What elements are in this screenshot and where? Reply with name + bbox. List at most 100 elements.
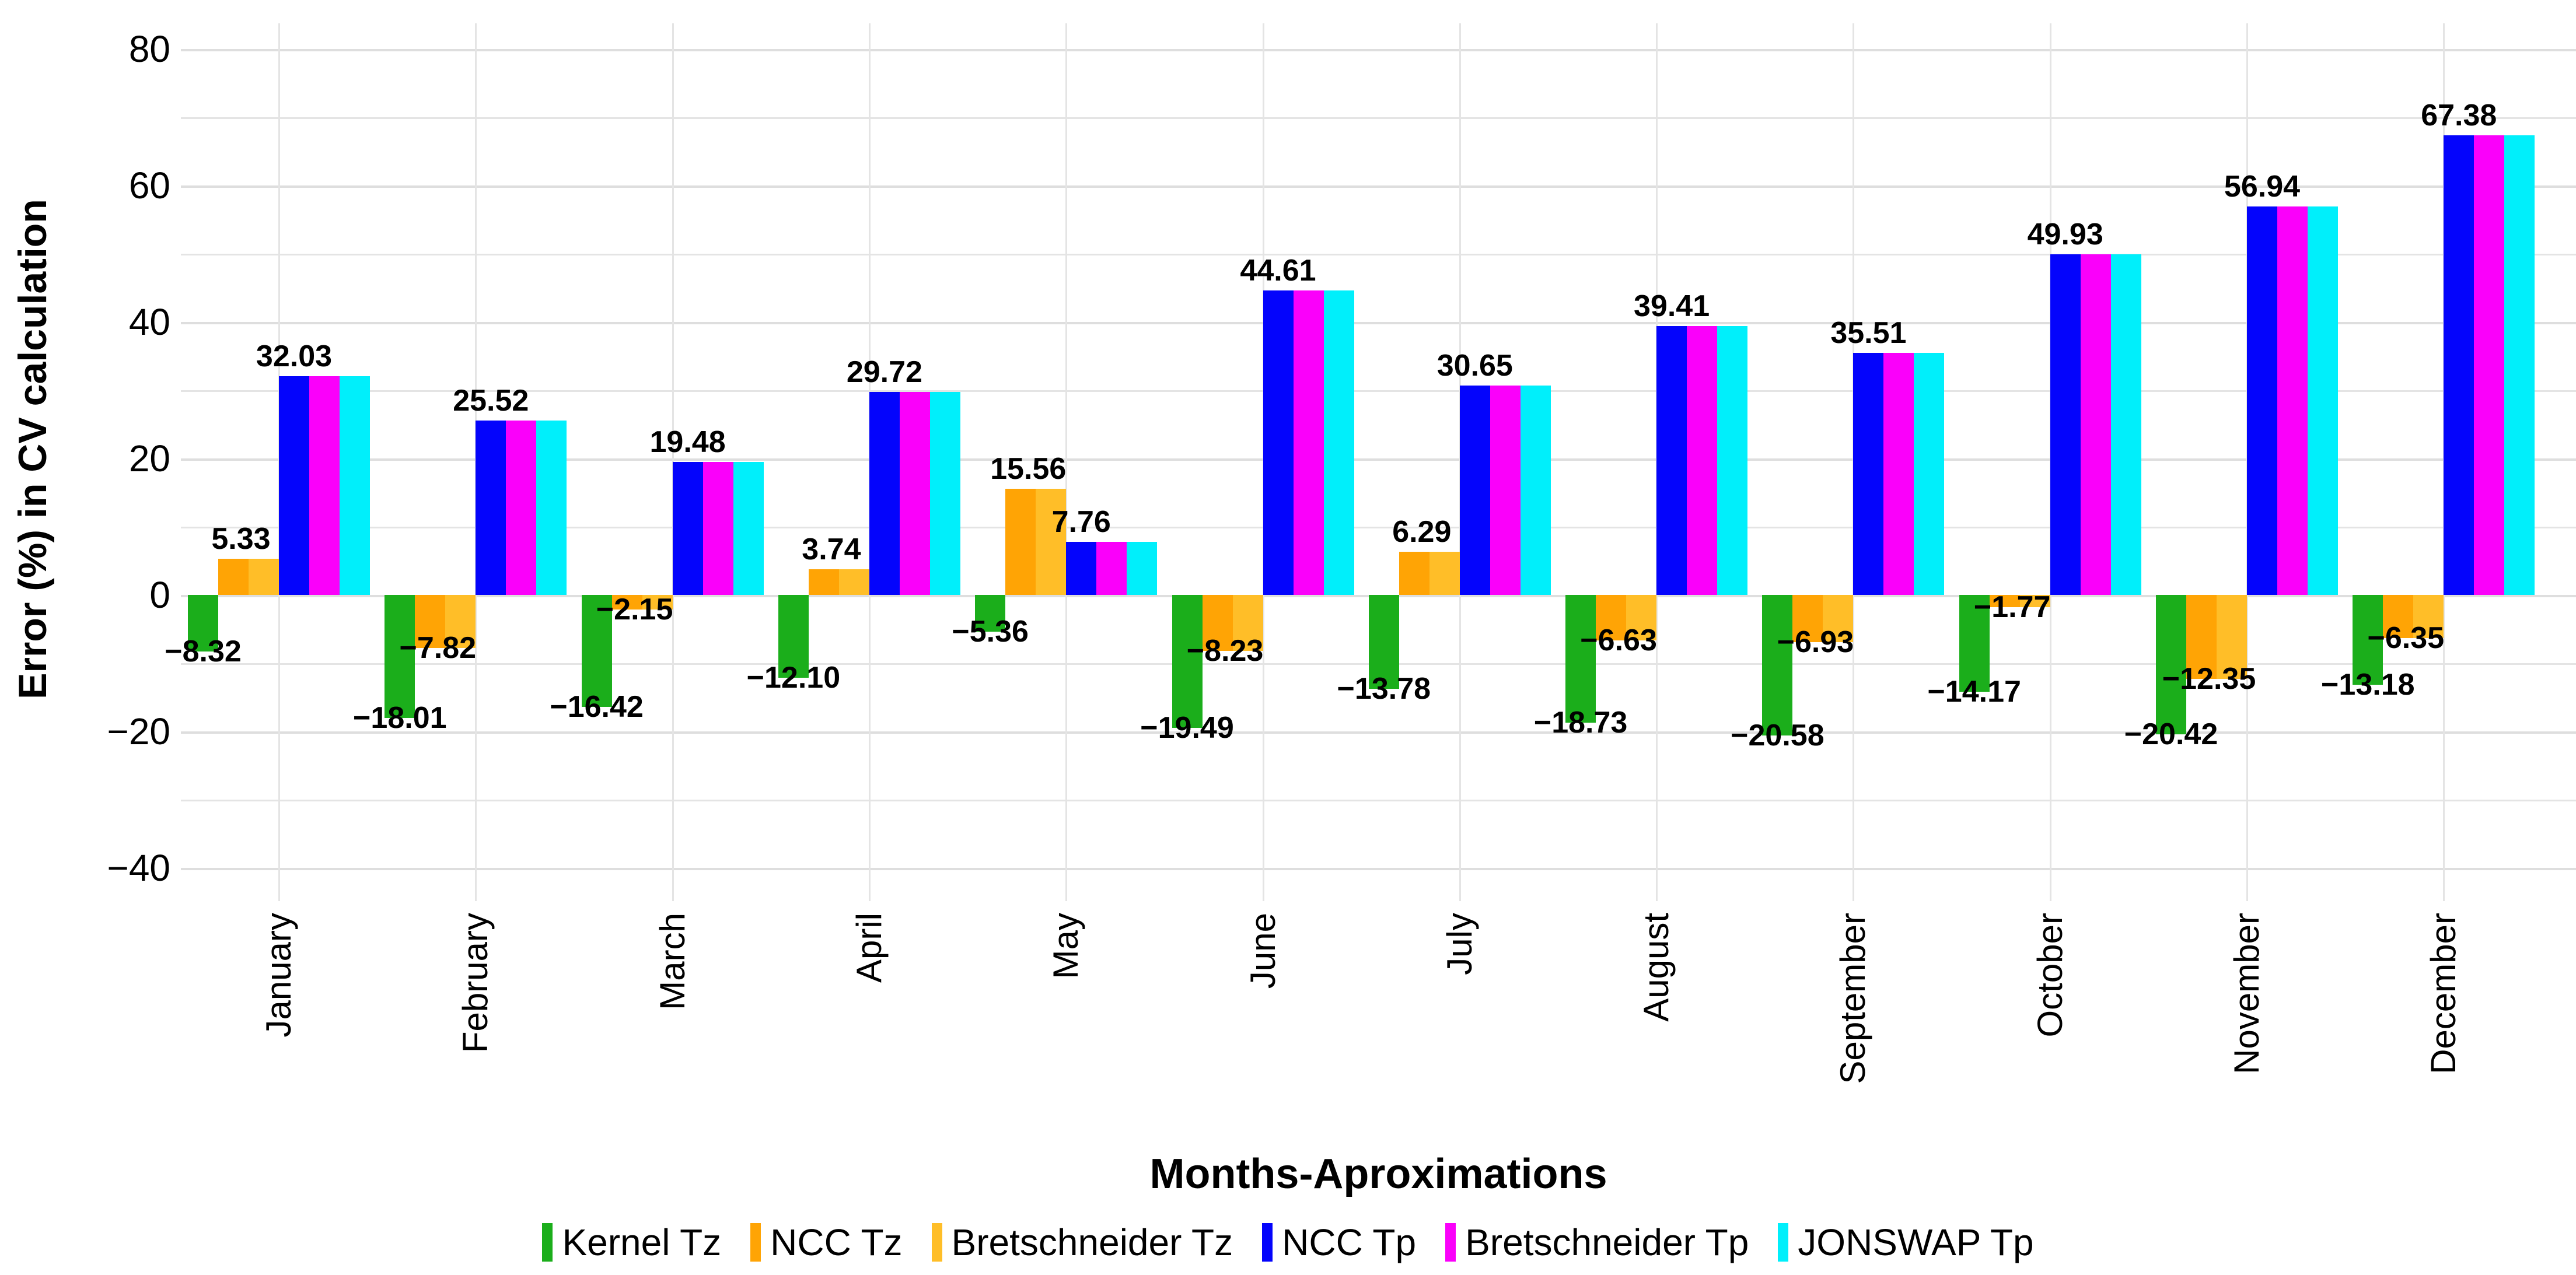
legend-swatch: [931, 1223, 942, 1262]
bar-kernel-tz: [2353, 595, 2383, 685]
bar-kernel-tz: [975, 595, 1006, 632]
y-tick-label: 40: [128, 301, 170, 343]
bar-ncc-tz: [1596, 595, 1627, 640]
bar-bretschneider-tp: [1293, 290, 1324, 595]
month-label: March: [652, 913, 692, 1010]
bar-bretschneider-tz: [1232, 595, 1263, 651]
label-kernel-tz: −20.58: [1731, 718, 1824, 752]
label-tz: −6.35: [2367, 621, 2445, 656]
label-tp: 39.41: [1634, 289, 1710, 323]
bar-ncc-tp: [2247, 206, 2277, 595]
label-tz: 3.74: [802, 533, 861, 567]
label-tz: −6.93: [1777, 625, 1854, 660]
label-tp: 56.94: [2224, 169, 2301, 204]
bar-bretschneider-tz: [838, 569, 869, 595]
gridline-h: [181, 868, 2576, 870]
y-tick-label: 20: [128, 437, 170, 479]
label-tz: −6.63: [1580, 623, 1657, 657]
month-label: June: [1243, 913, 1282, 989]
bar-jonswap-tp: [2504, 135, 2535, 595]
bar-jonswap-tp: [1520, 386, 1551, 595]
legend-item: Bretschneider Tz: [931, 1221, 1233, 1263]
label-kernel-tz: −18.73: [1533, 706, 1628, 740]
label-tp: 30.65: [1436, 349, 1513, 383]
gridline-h: [181, 390, 2576, 392]
bar-ncc-tp: [1853, 352, 1884, 595]
gridline-h: [181, 117, 2576, 119]
legend-item: Kernel Tz: [542, 1221, 721, 1263]
bar-kernel-tz: [1172, 595, 1203, 728]
bar-bretschneider-tp: [1883, 352, 1914, 595]
month-label: December: [2424, 913, 2463, 1074]
month-label: April: [849, 913, 889, 983]
bar-kernel-tz: [1368, 595, 1399, 689]
bar-kernel-tz: [1565, 595, 1596, 723]
bar-bretschneider-tp: [1687, 325, 1718, 595]
label-kernel-tz: −14.17: [1927, 674, 2021, 709]
bar-bretschneider-tp: [2080, 254, 2111, 595]
gridline-h: [181, 322, 2576, 324]
bar-jonswap-tp: [929, 392, 960, 595]
gridline-h: [181, 49, 2576, 51]
gridline-h: [181, 185, 2576, 188]
bar-kernel-tz: [1959, 595, 1990, 692]
bar-jonswap-tp: [1717, 325, 1748, 595]
bar-jonswap-tp: [1914, 352, 1945, 595]
bar-ncc-tp: [1656, 325, 1687, 595]
gridline-h: [181, 458, 2576, 461]
label-tz: 5.33: [211, 521, 271, 556]
legend-item: JONSWAP Tp: [1778, 1221, 2034, 1263]
legend-item: Bretschneider Tp: [1445, 1221, 1749, 1263]
bar-bretschneider-tz: [1429, 552, 1460, 595]
bar-ncc-tp: [476, 421, 506, 595]
bar-ncc-tz: [2383, 595, 2414, 639]
y-tick-label: 60: [128, 164, 170, 206]
bar-jonswap-tp: [2110, 254, 2141, 595]
bar-bretschneider-tp: [309, 376, 340, 595]
y-axis-title: Error (%) in CV calculation: [11, 199, 55, 699]
label-tp: 25.52: [453, 384, 529, 418]
month-label: August: [1637, 913, 1676, 1022]
month-label: October: [2030, 913, 2070, 1038]
legend: Kernel Tz NCC Tz Bretschneider Tz NCC Tp Bre…: [0, 1214, 2576, 1270]
bar-ncc-tp: [1263, 290, 1294, 595]
bar-bretschneider-tz: [1823, 595, 1854, 643]
bar-kernel-tz: [385, 595, 415, 718]
label-tp: 19.48: [649, 425, 726, 460]
legend-item: NCC Tz: [750, 1221, 903, 1263]
legend-swatch: [750, 1223, 761, 1262]
legend-label: NCC Tz: [770, 1221, 903, 1263]
bar-bretschneider-tp: [506, 421, 537, 595]
bar-bretschneider-tz: [1036, 488, 1067, 595]
gridline-h: [181, 254, 2576, 255]
label-kernel-tz: −12.10: [746, 660, 841, 695]
bar-ncc-tp: [2050, 254, 2081, 595]
legend-item: NCC Tp: [1262, 1221, 1416, 1263]
bar-jonswap-tp: [2308, 206, 2338, 595]
legend-swatch: [1445, 1223, 1456, 1262]
bar-kernel-tz: [188, 595, 218, 652]
label-kernel-tz: −5.36: [952, 614, 1029, 649]
bar-jonswap-tp: [536, 421, 567, 595]
label-kernel-tz: −16.42: [550, 690, 644, 724]
label-tp: 29.72: [846, 355, 922, 390]
legend-swatch: [542, 1223, 553, 1262]
label-kernel-tz: −8.32: [165, 635, 242, 669]
bar-bretschneider-tp: [899, 392, 930, 595]
x-axis-title: Months-Aproximations: [1149, 1151, 1607, 1197]
label-kernel-tz: −13.78: [1337, 672, 1431, 706]
label-tz: −12.35: [2162, 662, 2256, 696]
month-label: February: [456, 913, 495, 1053]
label-tp: 32.03: [256, 339, 333, 374]
bar-jonswap-tp: [1323, 290, 1354, 595]
bar-bretschneider-tz: [2019, 595, 2050, 607]
label-tz: −8.23: [1186, 634, 1264, 668]
month-label: May: [1046, 913, 1086, 979]
bar-ncc-tp: [279, 376, 309, 595]
bar-ncc-tp: [869, 392, 900, 595]
y-tick-label: −40: [107, 847, 170, 889]
month-label: September: [1833, 913, 1873, 1084]
bar-bretschneider-tz: [445, 595, 476, 649]
legend-label: Bretschneider Tz: [951, 1221, 1233, 1263]
bar-jonswap-tp: [733, 462, 764, 595]
